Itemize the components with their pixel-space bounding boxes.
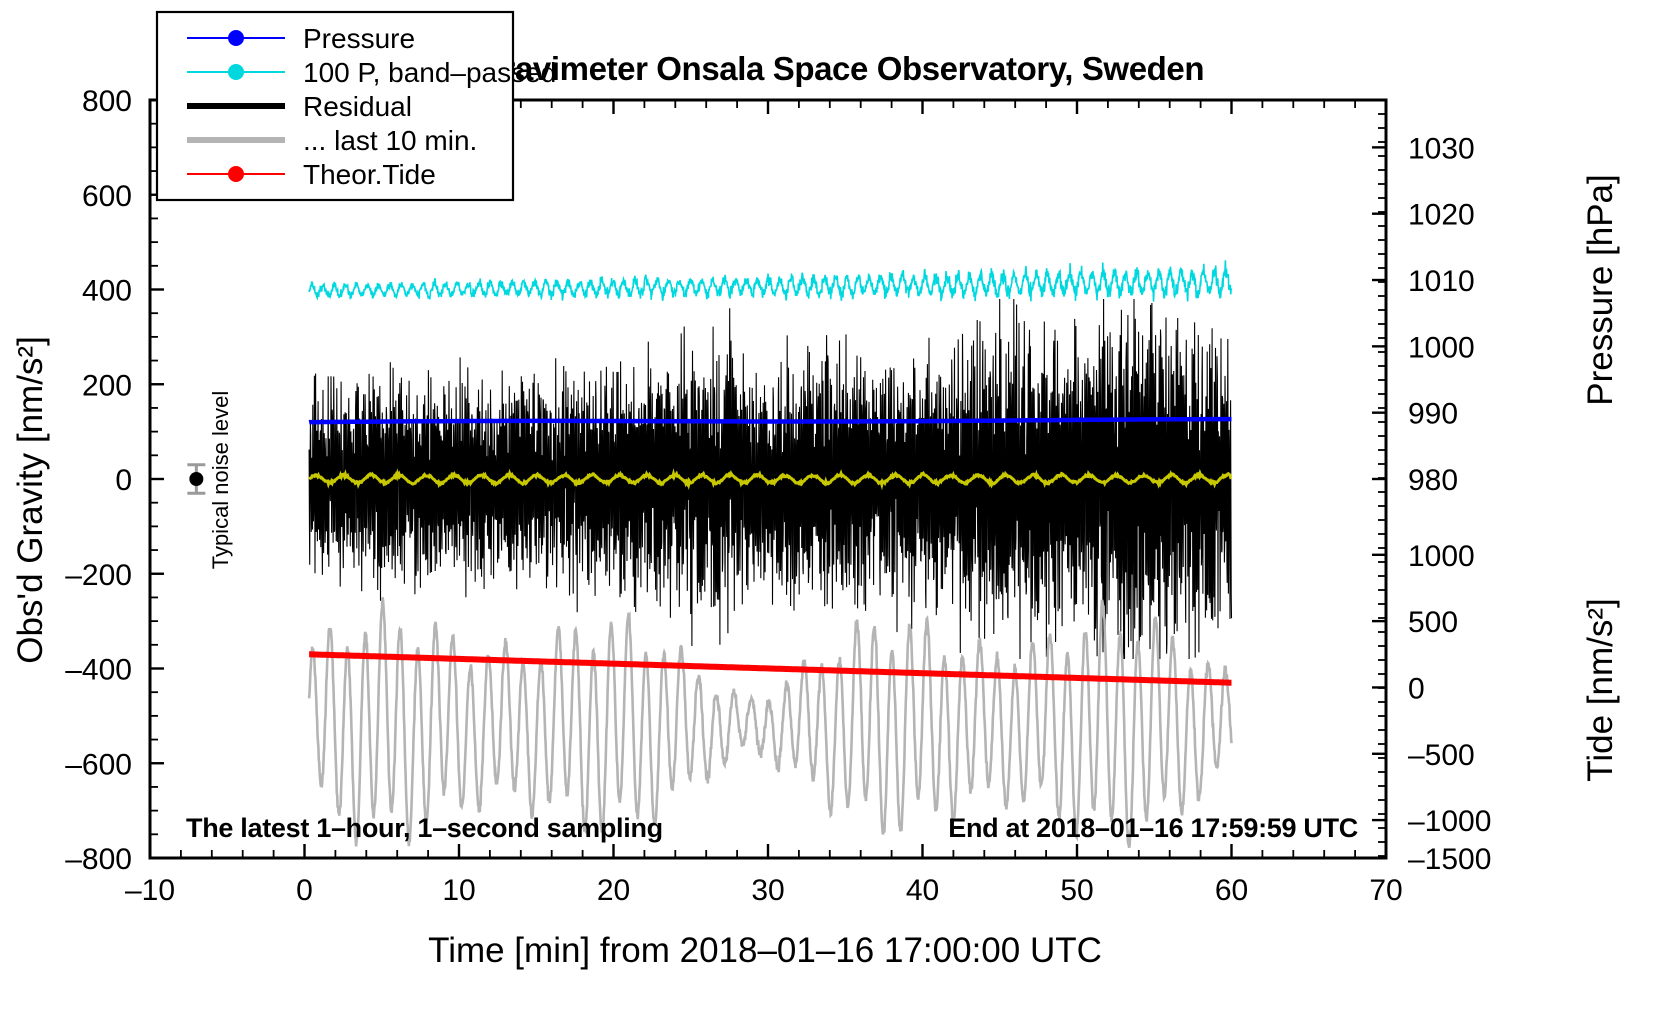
- y-tick-label: 600: [82, 180, 132, 213]
- x-tick-label: 0: [296, 874, 313, 907]
- y-tick-label: –800: [65, 843, 132, 876]
- tide-tick-label: –500: [1408, 739, 1475, 772]
- x-tick-label: 10: [442, 874, 475, 907]
- pressure-tick-label: 980: [1408, 464, 1458, 497]
- pressure-axis-title: Pressure [hPa]: [1581, 174, 1620, 406]
- pressure-tick-label: 990: [1408, 398, 1458, 431]
- x-tick-label: 20: [597, 874, 630, 907]
- y-tick-label: –200: [65, 559, 132, 592]
- tide-tick-label: –1500: [1408, 843, 1491, 876]
- y-tick-label: 0: [115, 464, 132, 497]
- x-tick-label: 60: [1215, 874, 1248, 907]
- bottom-right-note: End at 2018–01–16 17:59:59 UTC: [948, 813, 1358, 843]
- pressure-tick-label: 1010: [1408, 265, 1475, 298]
- legend-entry[interactable]: Theor.Tide: [187, 159, 436, 190]
- series-residual: [308, 298, 1233, 660]
- legend-marker-dot: [228, 166, 244, 182]
- series-group: [307, 260, 1233, 848]
- series-pressure-bandpassed: [308, 260, 1233, 302]
- x-tick-label: 70: [1369, 874, 1402, 907]
- legend-entry[interactable]: 100 P, band–passed: [187, 57, 556, 88]
- pressure-tick-label: 1030: [1408, 132, 1475, 165]
- y-tick-label: –600: [65, 748, 132, 781]
- y-tick-label: 400: [82, 275, 132, 308]
- legend-label: 100 P, band–passed: [303, 57, 556, 88]
- bottom-left-note: The latest 1–hour, 1–second sampling: [186, 813, 663, 843]
- x-tick-label: 30: [751, 874, 784, 907]
- legend-label: Pressure: [303, 23, 415, 54]
- x-tick-label: 40: [906, 874, 939, 907]
- series-theoretical-tide: [309, 651, 1232, 686]
- tide-tick-label: 0: [1408, 672, 1425, 705]
- y-tick-label: –400: [65, 654, 132, 687]
- y-axis-title: Obs'd Gravity [nm/s²]: [11, 336, 50, 664]
- legend-marker-dot: [228, 30, 244, 46]
- tide-tick-label: 1000: [1408, 540, 1475, 573]
- tide-tick-label: –1000: [1408, 805, 1491, 838]
- pressure-tick-label: 1000: [1408, 331, 1475, 364]
- x-tick-label: 50: [1060, 874, 1093, 907]
- legend-entry[interactable]: ... last 10 min.: [187, 125, 477, 156]
- noise-marker-dot: [189, 472, 204, 486]
- legend-entry[interactable]: Residual: [187, 91, 412, 122]
- x-tick-label: –10: [125, 874, 175, 907]
- series-filtered-residual: [308, 468, 1233, 491]
- y-tick-label: 800: [82, 85, 132, 118]
- pressure-tick-label: 1020: [1408, 199, 1475, 232]
- legend-entry[interactable]: Pressure: [187, 23, 415, 54]
- legend-marker-dot: [228, 64, 244, 80]
- typical-noise-level-marker: [187, 463, 206, 495]
- series-pressure: [308, 416, 1232, 425]
- axis-tick-labels-group: –10 0 10 20 30 40 50 60 708006004002000–200–400–…: [65, 85, 1491, 907]
- x-axis-title: Time [min] from 2018–01–16 17:00:00 UTC: [428, 931, 1102, 970]
- typical-noise-level-label: Typical noise level: [208, 391, 233, 570]
- series-residual-last-10-min: [307, 597, 1233, 848]
- y-tick-label: 200: [82, 369, 132, 402]
- legend-label: ... last 10 min.: [303, 125, 477, 156]
- tide-tick-label: 500: [1408, 606, 1458, 639]
- tide-axis-title: Tide [nm/s²]: [1581, 598, 1620, 781]
- legend-label: Residual: [303, 91, 412, 122]
- legend-label: Theor.Tide: [303, 159, 436, 190]
